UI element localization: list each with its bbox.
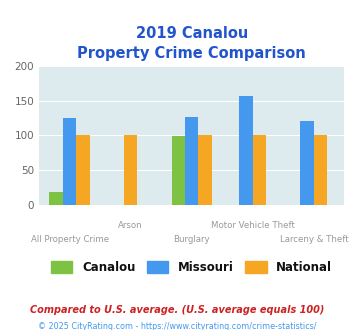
Text: Burglary: Burglary xyxy=(173,235,210,244)
Bar xyxy=(63,118,76,205)
Text: Motor Vehicle Theft: Motor Vehicle Theft xyxy=(211,221,295,230)
Bar xyxy=(185,116,198,205)
Bar xyxy=(253,135,266,205)
Bar xyxy=(314,135,327,205)
Bar xyxy=(124,135,137,205)
Bar xyxy=(198,135,212,205)
Bar xyxy=(49,192,63,205)
Title: 2019 Canalou
Property Crime Comparison: 2019 Canalou Property Crime Comparison xyxy=(77,26,306,61)
Text: All Property Crime: All Property Crime xyxy=(31,235,109,244)
Text: Arson: Arson xyxy=(118,221,143,230)
Text: Larceny & Theft: Larceny & Theft xyxy=(279,235,348,244)
Text: © 2025 CityRating.com - https://www.cityrating.com/crime-statistics/: © 2025 CityRating.com - https://www.city… xyxy=(38,322,317,330)
Bar xyxy=(300,121,314,205)
Bar xyxy=(76,135,90,205)
Legend: Canalou, Missouri, National: Canalou, Missouri, National xyxy=(47,256,337,279)
Text: Compared to U.S. average. (U.S. average equals 100): Compared to U.S. average. (U.S. average … xyxy=(30,305,325,315)
Bar xyxy=(239,96,253,205)
Bar xyxy=(171,136,185,205)
